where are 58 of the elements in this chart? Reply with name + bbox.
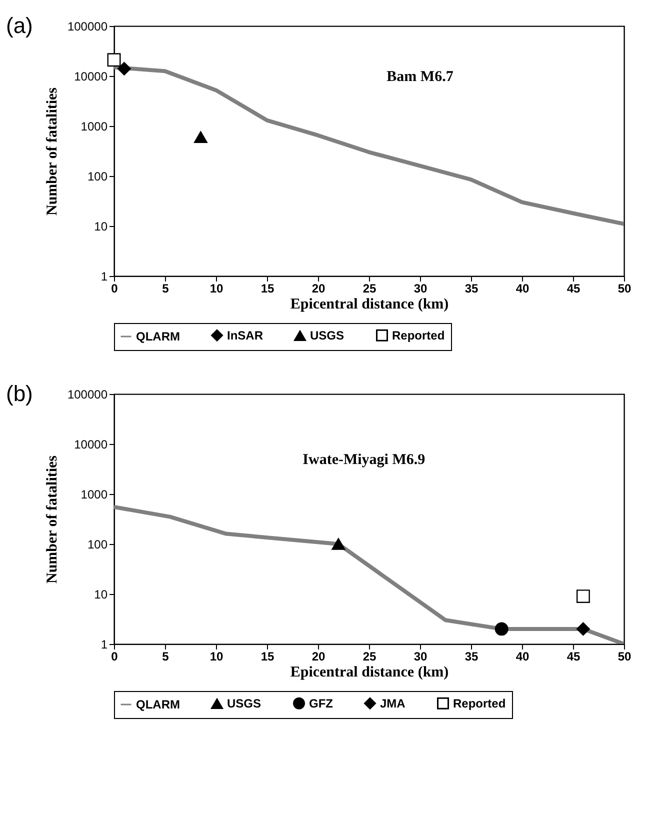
- text: (a): [6, 13, 33, 38]
- legend-label: USGS: [227, 696, 262, 711]
- legend-label: Reported: [392, 328, 445, 342]
- x-tick-label: 10: [210, 650, 224, 664]
- x-tick-label: 50: [618, 282, 632, 296]
- point: [576, 590, 590, 604]
- point: [107, 53, 121, 67]
- legend-label: InSAR: [227, 328, 264, 342]
- y-tick-label: 10000: [74, 70, 108, 84]
- legend-label: JMA: [380, 696, 406, 710]
- legend-label: QLARM: [136, 330, 180, 344]
- x-tick-label: 40: [516, 282, 530, 296]
- point: [494, 622, 508, 636]
- x-tick-label: 30: [414, 650, 428, 664]
- y-tick-label: 10000: [74, 438, 108, 452]
- x-tick-label: 0: [111, 650, 118, 664]
- y-tick-label: 1: [100, 270, 108, 284]
- legend-label: USGS: [310, 328, 344, 343]
- x-tick-label: 20: [312, 282, 326, 296]
- x-tick-label: 50: [618, 650, 632, 664]
- legend-label: GFZ: [309, 696, 333, 710]
- legend-label: Reported: [453, 696, 506, 710]
- x-tick-label: 35: [464, 650, 478, 664]
- x-tick-label: 25: [362, 650, 376, 664]
- x-tick-label: 15: [260, 282, 274, 296]
- x-tick-label: 5: [162, 282, 170, 296]
- x-tick-label: 30: [414, 282, 428, 296]
- x-axis-title: Epicentral distance (km): [290, 664, 449, 680]
- x-tick-label: 5: [162, 650, 170, 664]
- text: (b): [6, 381, 33, 406]
- point: [576, 622, 590, 636]
- y-tick-label: 100000: [67, 20, 108, 34]
- x-tick-label: 10: [210, 282, 224, 296]
- y-tick-label: 1000: [80, 488, 108, 502]
- x-tick-label: 45: [566, 282, 580, 296]
- x-tick-label: 25: [362, 282, 376, 296]
- y-tick-label: 1: [100, 638, 108, 652]
- x-tick-label: 45: [566, 650, 580, 664]
- point: [117, 62, 131, 76]
- annotation: Bam M6.7: [386, 69, 454, 85]
- legend-label: QLARM: [136, 698, 180, 712]
- y-tick-label: 100000: [67, 388, 108, 402]
- x-tick-label: 0: [111, 282, 118, 296]
- x-axis-title: Epicentral distance (km): [290, 296, 449, 312]
- point: [194, 131, 208, 143]
- x-tick-label: 40: [516, 650, 530, 664]
- y-tick-label: 100: [87, 538, 108, 552]
- y-tick-label: 10: [94, 220, 108, 234]
- y-axis-title: Number of fatalities: [44, 455, 60, 584]
- x-tick-label: 15: [260, 650, 274, 664]
- y-tick-label: 10: [94, 588, 108, 602]
- point: [332, 538, 346, 550]
- x-tick-label: 20: [312, 650, 326, 664]
- y-tick-label: 100: [87, 170, 108, 184]
- annotation: Iwate-Miyagi M6.9: [302, 452, 426, 468]
- y-axis-title: Number of fatalities: [44, 87, 60, 216]
- y-tick-label: 1000: [80, 120, 108, 134]
- x-tick-label: 35: [464, 282, 478, 296]
